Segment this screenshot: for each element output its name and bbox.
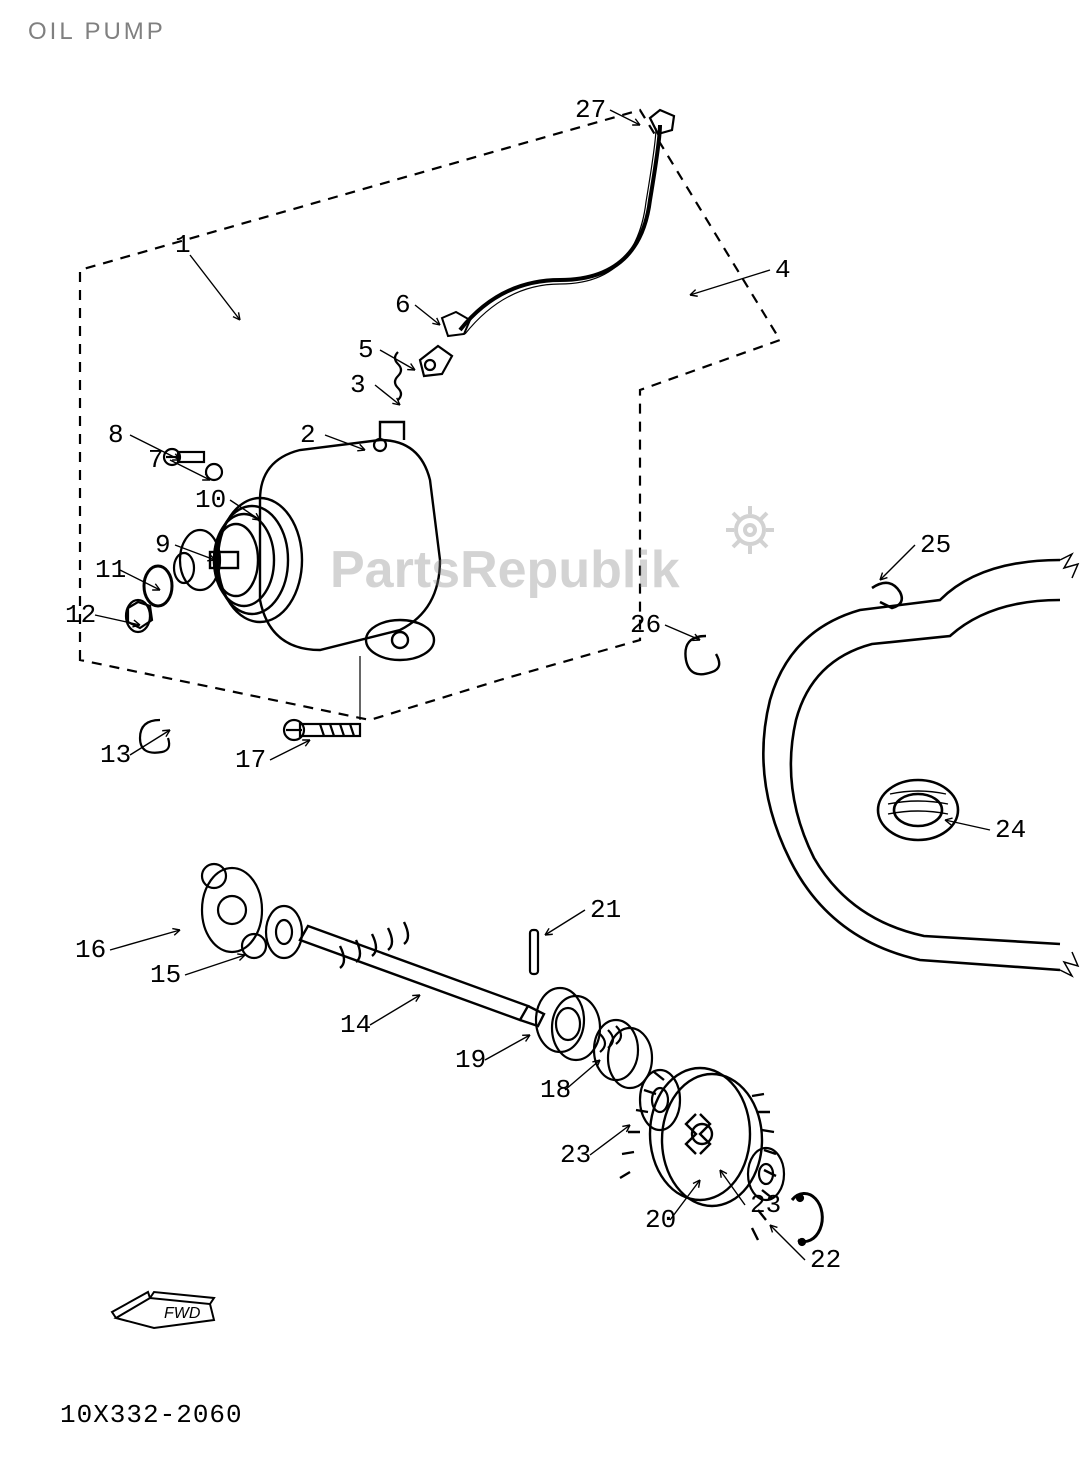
leader-line xyxy=(110,930,180,950)
leader-line xyxy=(370,995,420,1025)
clip-26 xyxy=(685,636,719,674)
oil-hose-inner xyxy=(465,128,656,334)
circlip-22-eye xyxy=(797,1195,803,1201)
callout-12: 12 xyxy=(65,600,96,630)
leader-line xyxy=(190,255,240,320)
gasket-16 xyxy=(202,864,266,958)
callout-11: 11 xyxy=(95,555,126,585)
callout-23: 23 xyxy=(750,1190,781,1220)
callout-27: 27 xyxy=(575,95,606,125)
fwd-label: FWD xyxy=(164,1305,201,1322)
leader-line xyxy=(185,955,245,975)
leader-line xyxy=(415,305,440,325)
leader-line xyxy=(880,545,915,580)
leader-line xyxy=(545,910,585,935)
callout-14: 14 xyxy=(340,1010,371,1040)
callout-21: 21 xyxy=(590,895,621,925)
oring-11 xyxy=(144,566,172,606)
callout-10: 10 xyxy=(195,485,226,515)
leader-line xyxy=(485,1035,530,1060)
callout-8: 8 xyxy=(108,420,124,450)
crankcase-fragment xyxy=(763,554,1078,976)
clip-13 xyxy=(140,720,169,753)
circlip-22-eye2 xyxy=(799,1239,805,1245)
pin-21 xyxy=(530,930,538,974)
oil-pump-body xyxy=(210,422,440,660)
callout-13: 13 xyxy=(100,740,131,770)
collar-19 xyxy=(536,988,600,1060)
callout-1: 1 xyxy=(175,230,191,260)
bolt-17 xyxy=(284,720,360,740)
watermark-gear-icon xyxy=(720,500,780,560)
callout-18: 18 xyxy=(540,1075,571,1105)
banjo-fitting xyxy=(420,346,452,376)
leader-line xyxy=(665,625,700,640)
callout-2: 2 xyxy=(300,420,316,450)
callout-26: 26 xyxy=(630,610,661,640)
washer-15 xyxy=(266,906,302,958)
leader-line xyxy=(690,270,770,295)
diagram-canvas: doit xyxy=(0,0,1089,1460)
callout-17: 17 xyxy=(235,745,266,775)
callout-24: 24 xyxy=(995,815,1026,845)
worm-shaft-14 xyxy=(300,922,544,1026)
callout-5: 5 xyxy=(358,335,374,365)
callout-22: 22 xyxy=(810,1245,841,1275)
callout-19: 19 xyxy=(455,1045,486,1075)
spacer-18 xyxy=(594,1020,652,1088)
callout-4: 4 xyxy=(775,255,791,285)
oil-hose xyxy=(460,125,660,330)
callout-7: 7 xyxy=(148,445,164,475)
screw-8 xyxy=(164,449,204,465)
washer-15-hole xyxy=(276,920,292,944)
leader-line xyxy=(95,615,140,625)
callout-9: 9 xyxy=(155,530,171,560)
callout-25: 25 xyxy=(920,530,951,560)
callout-23: 23 xyxy=(560,1140,591,1170)
callout-6: 6 xyxy=(395,290,411,320)
callout-3: 3 xyxy=(350,370,366,400)
leader-line xyxy=(270,740,310,760)
callout-15: 15 xyxy=(150,960,181,990)
leader-line xyxy=(590,1125,630,1155)
assembly-boundary xyxy=(80,110,780,720)
banjo-hole xyxy=(425,360,435,370)
circlip-22 xyxy=(792,1194,822,1242)
callout-16: 16 xyxy=(75,935,106,965)
drawing-id: 10X332-2060 xyxy=(60,1400,243,1430)
callout-20: 20 xyxy=(645,1205,676,1235)
fwd-arrow-badge: FWD xyxy=(110,1280,230,1340)
leader-line xyxy=(375,385,400,405)
